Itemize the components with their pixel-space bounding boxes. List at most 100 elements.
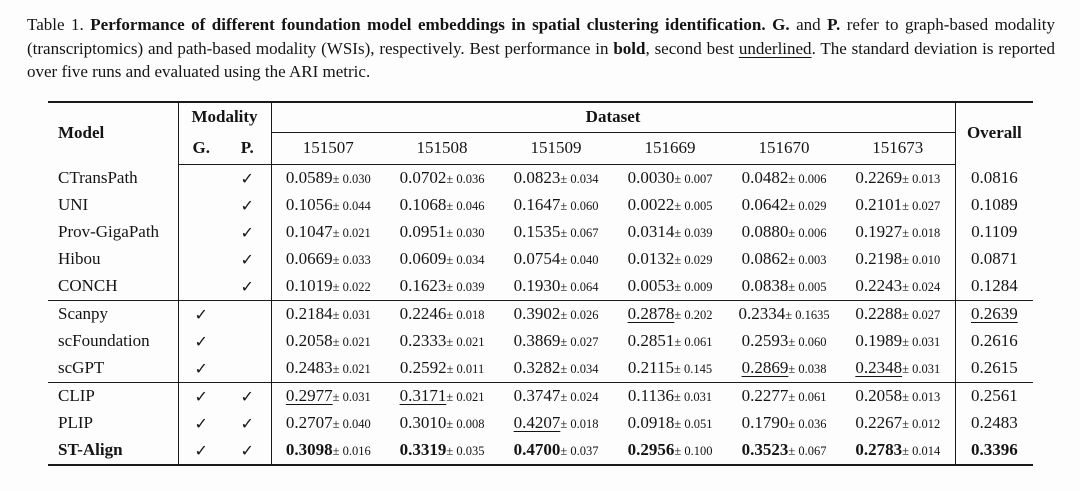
- ari-value-cell: 0.3523± 0.067: [727, 437, 841, 465]
- header-dataset-id: 151669: [613, 132, 728, 165]
- ari-std: ± 0.030: [332, 172, 371, 186]
- overall-value: 0.2615: [970, 358, 1018, 377]
- ari-mean: 0.1790: [741, 413, 789, 432]
- caption-label: Table 1.: [27, 15, 91, 34]
- ari-mean: 0.1930: [513, 276, 561, 295]
- ari-std: ± 0.064: [560, 280, 599, 294]
- ari-mean: 0.0053: [627, 276, 675, 295]
- table-row: scGPT ✓ 0.2483± 0.021 0.2592± 0.011 0.3282± …: [48, 354, 1033, 383]
- header-dataset: Dataset: [271, 101, 956, 133]
- ari-mean: 0.2115: [627, 358, 675, 377]
- ari-value-cell: 0.2334± 0.1635: [727, 299, 842, 328]
- ari-std: ± 0.051: [674, 417, 713, 431]
- graph-modality-empty: [178, 219, 224, 246]
- ari-value-cell: 0.0669± 0.033: [271, 246, 385, 273]
- ari-std: ± 0.100: [674, 444, 713, 458]
- ari-std: ± 0.034: [446, 253, 485, 267]
- ari-std: ± 0.029: [788, 199, 827, 213]
- ari-std: ± 0.024: [902, 280, 941, 294]
- ari-value-cell: 0.2956± 0.100: [613, 437, 727, 465]
- ari-mean: 0.0951: [399, 222, 447, 241]
- ari-mean: 0.3171: [399, 386, 447, 405]
- table-row: UNI ✓ 0.1056± 0.044 0.1068± 0.046 0.1647± 0.…: [48, 191, 1033, 219]
- ari-value-cell: 0.0754± 0.040: [499, 246, 613, 273]
- table-header: Model Modality Dataset Overall G. P. 151…: [48, 101, 1033, 165]
- model-name: scGPT: [48, 354, 179, 382]
- graph-modality-empty: [178, 164, 224, 192]
- model-name: CLIP: [48, 381, 179, 410]
- header-dataset-id: 151509: [499, 132, 614, 165]
- ari-std: ± 0.010: [902, 253, 941, 267]
- ari-std: ± 0.009: [674, 280, 713, 294]
- ari-mean: 0.0918: [627, 413, 675, 432]
- ari-value-cell: 0.2878± 0.202: [613, 299, 728, 328]
- ari-value-cell: 0.2184± 0.031: [271, 299, 386, 328]
- ari-std: ± 0.018: [902, 226, 941, 240]
- ari-value-cell: 0.3171± 0.021: [385, 381, 500, 410]
- ari-std: ± 0.027: [902, 308, 941, 322]
- ari-mean: 0.0132: [627, 249, 675, 268]
- table-row: Scanpy ✓ 0.2184± 0.031 0.2246± 0.018 0.3902±…: [48, 299, 1034, 328]
- ari-value-cell: 0.3319± 0.035: [385, 437, 499, 465]
- ari-value-cell: 0.0482± 0.006: [727, 164, 841, 192]
- ari-std: ± 0.021: [332, 362, 371, 376]
- ari-mean: 0.3902: [513, 304, 561, 323]
- ari-value-cell: 0.2058± 0.013: [841, 381, 956, 410]
- ari-std: ± 0.006: [788, 172, 827, 186]
- ari-mean: 0.0702: [399, 168, 447, 187]
- ari-mean: 0.0589: [285, 168, 333, 187]
- header-dataset-id: 151507: [271, 132, 386, 165]
- ari-mean: 0.1927: [855, 222, 903, 241]
- model-name: UNI: [48, 191, 179, 219]
- ari-mean: 0.2184: [285, 304, 333, 323]
- graph-modality-checkmark: ✓: [194, 440, 208, 460]
- model-name: PLIP: [48, 409, 179, 437]
- ari-mean: 0.3098: [285, 440, 333, 459]
- ari-std: ± 0.006: [788, 226, 827, 240]
- caption-underlined-word: underlined: [738, 38, 812, 58]
- ari-std: ± 0.1635: [785, 308, 830, 322]
- ari-value-cell: 0.1068± 0.046: [385, 192, 499, 219]
- ari-value-cell: 0.2115± 0.145: [613, 355, 727, 383]
- ari-value-cell: 0.0022± 0.005: [613, 192, 727, 219]
- graph-modality-empty: [178, 192, 224, 219]
- ari-value-cell: 0.1790± 0.036: [727, 410, 841, 437]
- ari-mean: 0.2783: [855, 440, 903, 459]
- ari-mean: 0.0754: [513, 249, 561, 268]
- ari-mean: 0.3282: [513, 358, 561, 377]
- ari-mean: 0.1989: [855, 331, 903, 350]
- ari-std: ± 0.060: [560, 199, 599, 213]
- ari-value-cell: 0.3098± 0.016: [271, 437, 385, 465]
- ari-value-cell: 0.0053± 0.009: [613, 273, 727, 301]
- ari-value-cell: 0.2593± 0.060: [727, 328, 841, 355]
- ari-std: ± 0.061: [674, 335, 713, 349]
- ari-mean: 0.2956: [627, 440, 675, 459]
- ari-mean: 0.1136: [627, 386, 675, 405]
- ari-std: ± 0.022: [332, 280, 371, 294]
- ari-std: ± 0.018: [446, 308, 485, 322]
- ari-mean: 0.3319: [399, 440, 447, 459]
- ari-std: ± 0.029: [674, 253, 713, 267]
- overall-value: 0.1109: [971, 222, 1018, 241]
- ari-mean: 0.1056: [285, 195, 333, 214]
- ari-value-cell: 0.0862± 0.003: [727, 246, 841, 273]
- overall-value: 0.1089: [970, 195, 1018, 214]
- ari-std: ± 0.031: [332, 390, 371, 404]
- ari-std: ± 0.021: [332, 226, 371, 240]
- ari-std: ± 0.007: [674, 172, 713, 186]
- ari-value-cell: 0.1056± 0.044: [271, 192, 385, 219]
- ari-value-cell: 0.1647± 0.060: [499, 192, 613, 219]
- ari-value-cell: 0.2277± 0.061: [727, 381, 842, 410]
- path-modality-checkmark: ✓: [224, 272, 272, 300]
- ari-std: ± 0.145: [674, 362, 713, 376]
- ari-std: ± 0.037: [560, 444, 599, 458]
- ari-std: ± 0.024: [560, 390, 599, 404]
- ari-value-cell: 0.1927± 0.018: [841, 218, 956, 246]
- ari-value-cell: 0.2483± 0.021: [271, 355, 385, 383]
- caption-body-3: . The standard deviation is reported ove…: [27, 38, 1055, 82]
- ari-std: ± 0.013: [902, 172, 941, 186]
- ari-mean: 0.0838: [741, 276, 789, 295]
- ari-std: ± 0.034: [560, 172, 599, 186]
- ari-std: ± 0.003: [788, 253, 827, 267]
- path-modality-empty: [224, 327, 272, 355]
